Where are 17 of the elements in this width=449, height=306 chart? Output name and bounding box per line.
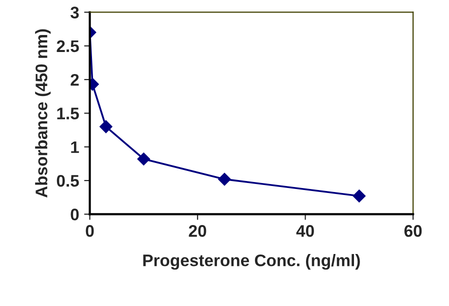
x-tick-label: 20	[188, 225, 206, 237]
point	[100, 120, 112, 134]
x-tick-label: 60	[404, 225, 422, 237]
y-tick-label: 2	[70, 74, 79, 86]
point	[137, 152, 150, 166]
y-tick-label: 1.5	[57, 108, 79, 120]
y-tick-label: 3	[70, 6, 79, 18]
x-tick-label: 40	[296, 225, 314, 237]
x-tick-label: 0	[86, 225, 94, 237]
y-tick-label: 2.5	[56, 40, 79, 52]
point	[218, 172, 231, 186]
point	[352, 190, 366, 202]
y-tick-label: 1	[71, 141, 79, 153]
y-tick-label: 0	[70, 208, 79, 220]
y-axis-title: Absorbance (450 nm)	[35, 29, 51, 198]
x-axis-title: Progesterone Conc. (ng/ml)	[143, 254, 360, 270]
y-tick-label: 0.5	[56, 174, 79, 187]
